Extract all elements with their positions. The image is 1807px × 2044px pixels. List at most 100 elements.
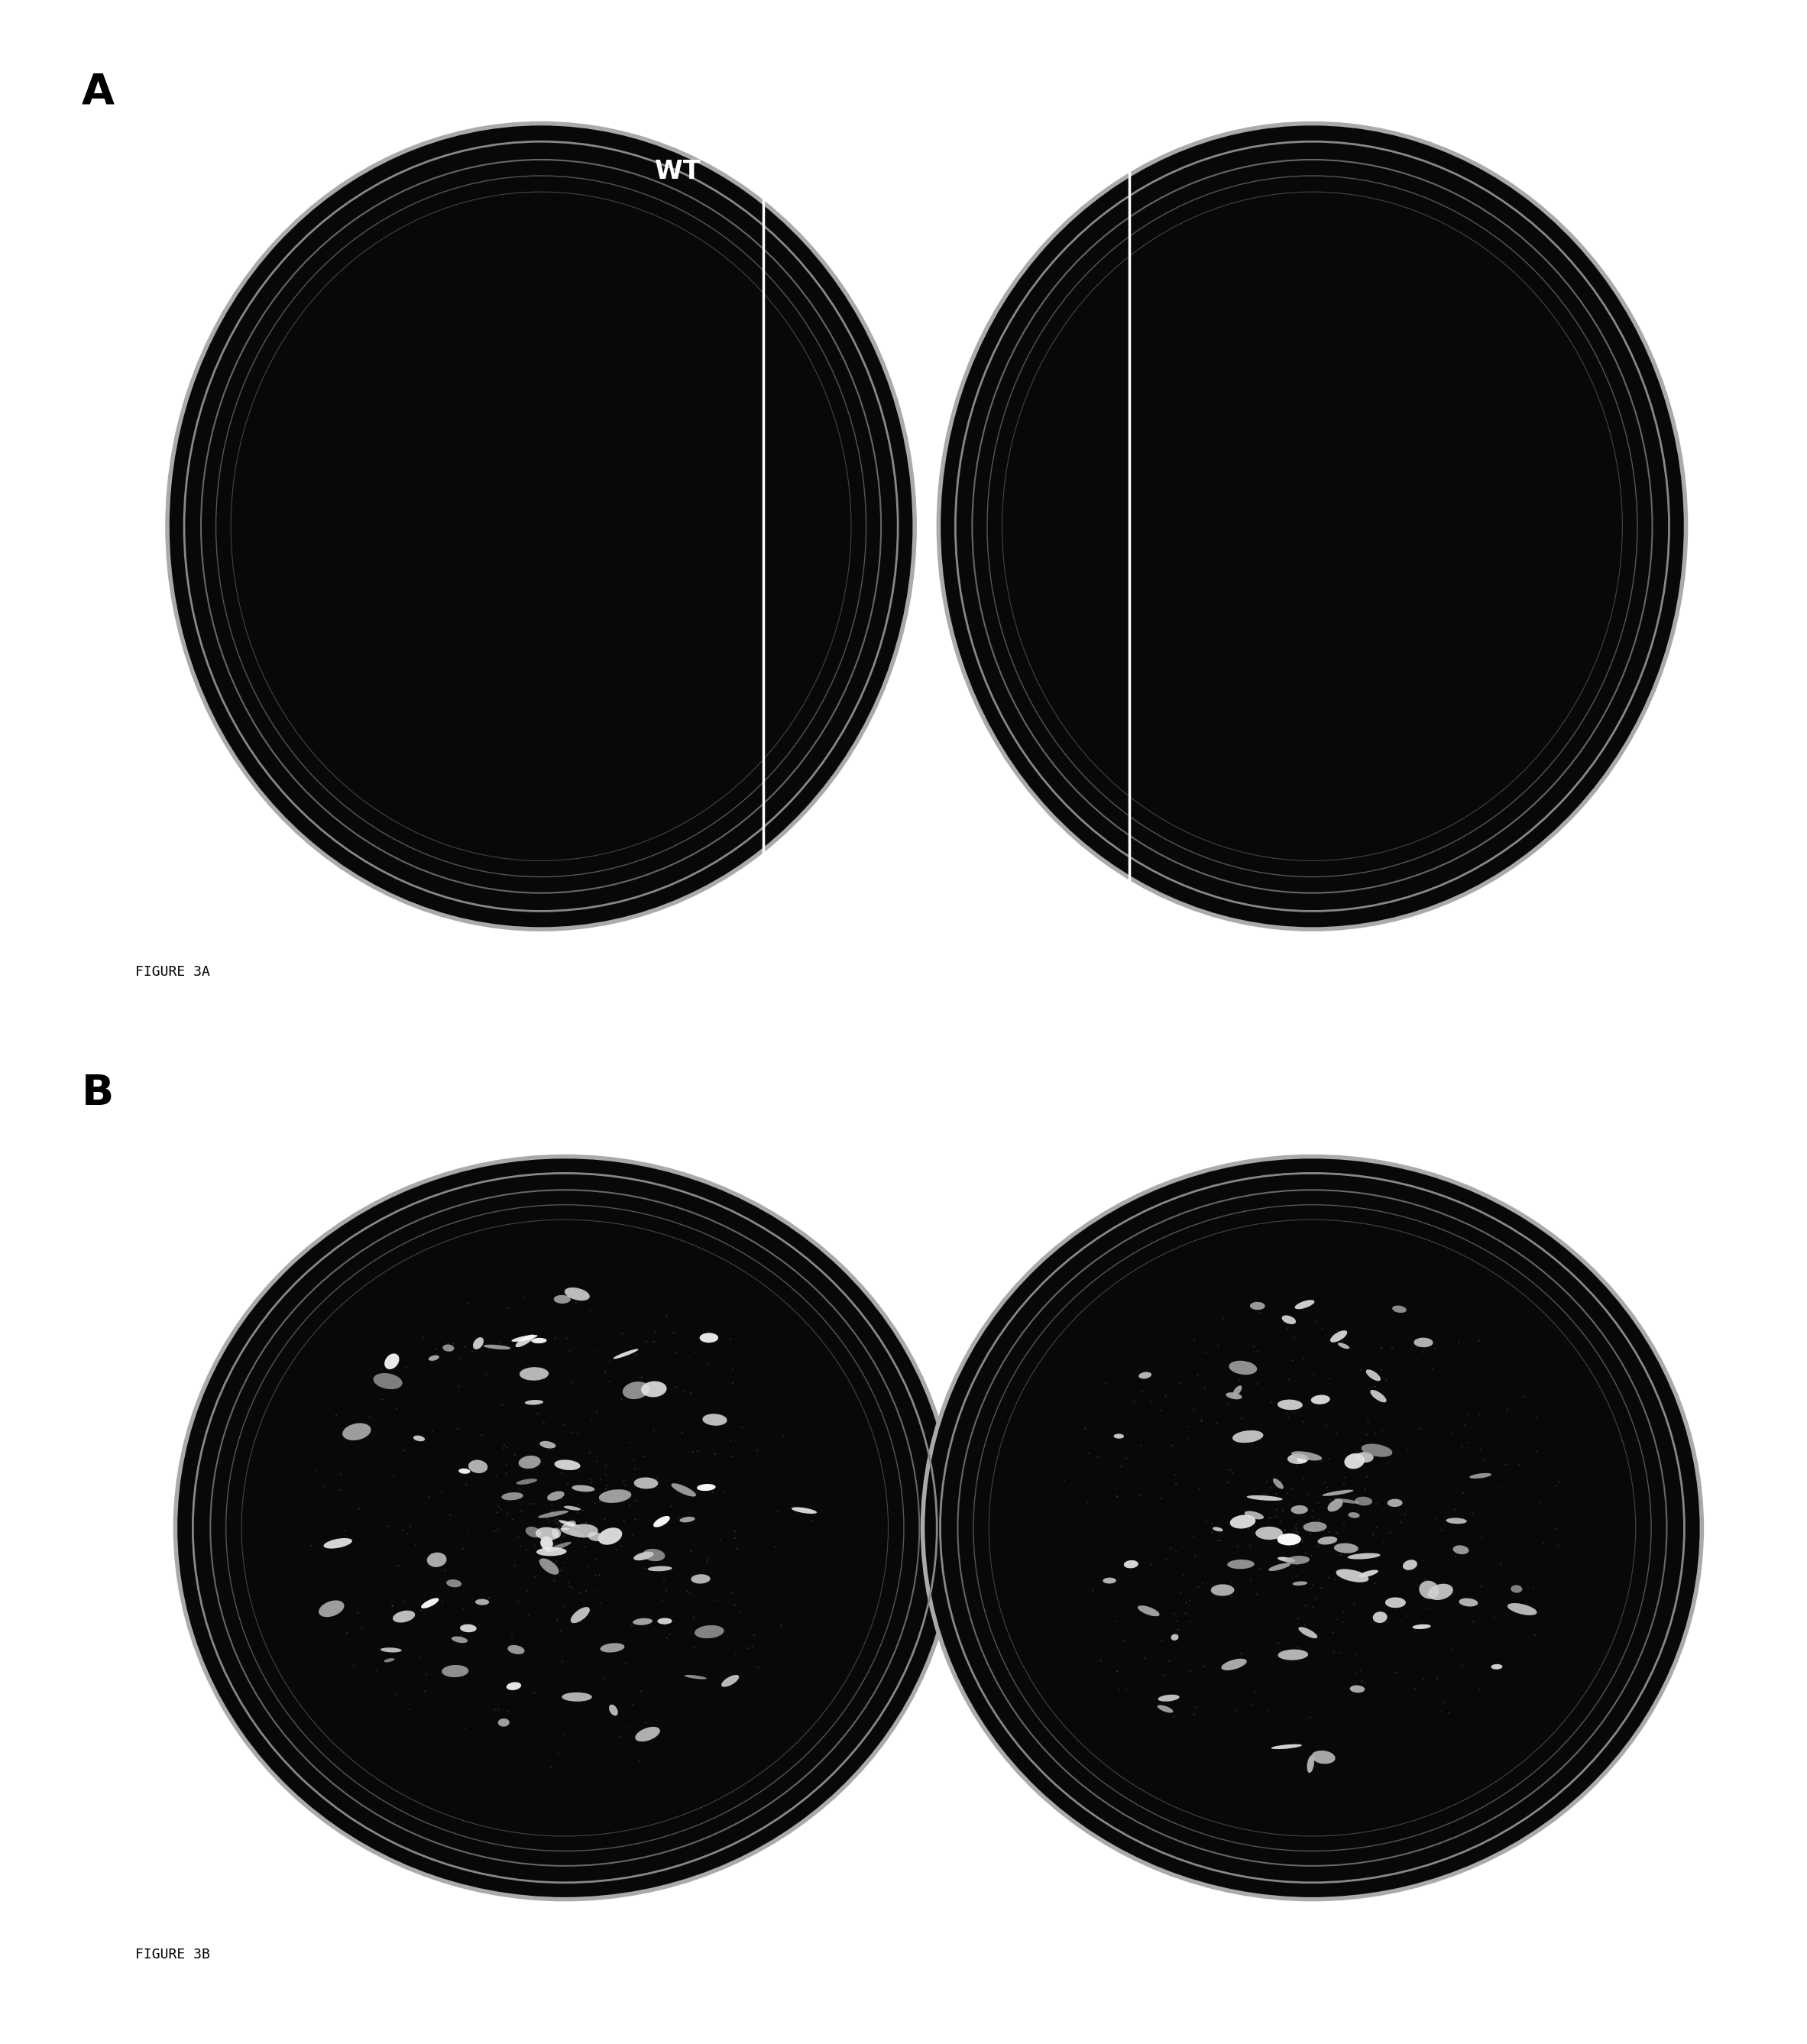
Ellipse shape [1458, 1598, 1478, 1607]
Ellipse shape [443, 1345, 454, 1351]
Ellipse shape [1350, 1684, 1364, 1692]
Ellipse shape [1296, 1300, 1314, 1308]
Ellipse shape [613, 1349, 638, 1359]
Ellipse shape [342, 1423, 370, 1441]
Ellipse shape [502, 1492, 524, 1500]
Ellipse shape [685, 1674, 707, 1680]
Ellipse shape [524, 1400, 544, 1404]
Ellipse shape [1511, 1584, 1521, 1592]
Ellipse shape [703, 1414, 726, 1425]
Ellipse shape [1102, 1578, 1117, 1584]
Ellipse shape [1359, 1570, 1379, 1578]
Ellipse shape [1290, 1504, 1308, 1515]
Ellipse shape [598, 1490, 631, 1502]
Ellipse shape [1310, 1394, 1330, 1404]
Ellipse shape [540, 1537, 553, 1549]
Ellipse shape [526, 1527, 542, 1537]
Ellipse shape [1297, 1457, 1306, 1464]
Ellipse shape [426, 1553, 446, 1568]
Ellipse shape [1507, 1602, 1538, 1615]
Ellipse shape [519, 1455, 540, 1470]
Ellipse shape [537, 1547, 567, 1555]
Ellipse shape [555, 1459, 580, 1470]
Text: FIGURE 3B: FIGURE 3B [136, 1948, 210, 1962]
Ellipse shape [508, 1645, 524, 1654]
Ellipse shape [1361, 1443, 1393, 1457]
Ellipse shape [461, 1625, 477, 1633]
Ellipse shape [1278, 1400, 1303, 1410]
Ellipse shape [1446, 1519, 1467, 1525]
Ellipse shape [1418, 1580, 1438, 1598]
Ellipse shape [446, 1580, 461, 1588]
Ellipse shape [1328, 1498, 1343, 1513]
Ellipse shape [670, 1484, 696, 1496]
Ellipse shape [511, 1335, 537, 1341]
Ellipse shape [679, 1517, 696, 1523]
Ellipse shape [1402, 1560, 1417, 1570]
Ellipse shape [1138, 1372, 1151, 1380]
Ellipse shape [698, 1484, 716, 1490]
Ellipse shape [1428, 1584, 1453, 1600]
Ellipse shape [1388, 1498, 1402, 1506]
Ellipse shape [1323, 1490, 1353, 1496]
Ellipse shape [1256, 1527, 1283, 1539]
Ellipse shape [551, 1529, 560, 1539]
Ellipse shape [1156, 1705, 1173, 1713]
Ellipse shape [641, 1382, 667, 1398]
Ellipse shape [564, 1288, 589, 1300]
Ellipse shape [1269, 1564, 1290, 1572]
Ellipse shape [428, 1355, 439, 1361]
Ellipse shape [515, 1335, 535, 1347]
Ellipse shape [1469, 1474, 1491, 1478]
Ellipse shape [1292, 1451, 1323, 1461]
Ellipse shape [383, 1658, 394, 1662]
Ellipse shape [1413, 1337, 1433, 1347]
Ellipse shape [694, 1625, 725, 1639]
Ellipse shape [1124, 1560, 1138, 1568]
Ellipse shape [519, 1367, 549, 1380]
Ellipse shape [540, 1441, 557, 1449]
Ellipse shape [441, 1666, 468, 1678]
Ellipse shape [1413, 1625, 1431, 1629]
Ellipse shape [1222, 1658, 1247, 1670]
Ellipse shape [938, 123, 1686, 930]
Ellipse shape [587, 1533, 604, 1541]
Ellipse shape [634, 1551, 654, 1560]
Ellipse shape [1391, 1306, 1406, 1312]
Ellipse shape [414, 1435, 425, 1441]
Ellipse shape [699, 1333, 719, 1343]
Ellipse shape [1337, 1343, 1350, 1349]
Ellipse shape [1299, 1627, 1317, 1639]
Ellipse shape [1334, 1498, 1359, 1504]
Ellipse shape [535, 1527, 560, 1541]
Ellipse shape [1292, 1582, 1308, 1586]
Ellipse shape [1270, 1744, 1303, 1750]
Ellipse shape [560, 1527, 584, 1537]
Ellipse shape [1211, 1584, 1234, 1596]
Ellipse shape [392, 1611, 416, 1623]
Ellipse shape [1231, 1515, 1256, 1529]
Ellipse shape [1250, 1302, 1265, 1310]
Text: TH: TH [779, 159, 819, 184]
Ellipse shape [1348, 1513, 1359, 1519]
Ellipse shape [1355, 1451, 1373, 1464]
Text: control: control [884, 887, 994, 914]
Ellipse shape [1212, 1527, 1223, 1531]
Ellipse shape [538, 1558, 558, 1574]
Ellipse shape [1232, 1431, 1263, 1443]
Ellipse shape [1491, 1664, 1502, 1670]
Ellipse shape [1281, 1316, 1296, 1325]
Ellipse shape [1344, 1453, 1364, 1470]
Text: Cd: Cd [199, 1862, 239, 1889]
Ellipse shape [1158, 1694, 1180, 1701]
Text: WT: WT [654, 159, 699, 184]
Ellipse shape [1317, 1537, 1337, 1545]
Ellipse shape [1232, 1386, 1241, 1396]
Ellipse shape [538, 1511, 569, 1519]
Ellipse shape [1171, 1633, 1178, 1641]
Ellipse shape [623, 1382, 649, 1400]
Ellipse shape [1285, 1555, 1310, 1564]
Ellipse shape [571, 1486, 595, 1492]
Ellipse shape [1334, 1543, 1359, 1553]
Text: WT: WT [199, 1202, 244, 1226]
